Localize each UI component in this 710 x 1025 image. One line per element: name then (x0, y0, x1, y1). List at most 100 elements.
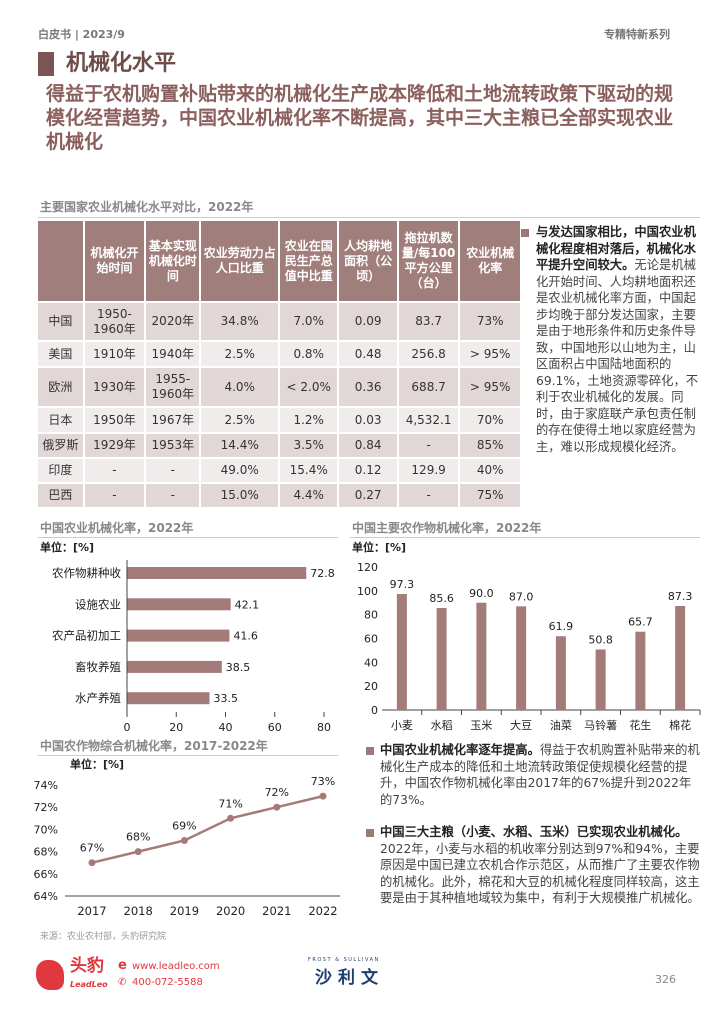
divider (350, 537, 700, 538)
table-cell: 1950-1960年 (84, 303, 145, 340)
table-cell: > 95% (460, 342, 520, 366)
x-tick-label: 2017 (77, 904, 106, 918)
table-cell: 70% (460, 408, 520, 432)
table-cell: 俄罗斯 (38, 434, 83, 457)
leopard-logo-icon (36, 960, 64, 990)
table-cell: 15.0% (201, 484, 278, 507)
table-cell: 14.4% (201, 434, 278, 457)
chart2-unit: 单位：[%] (352, 541, 407, 554)
side-note-text: 无论是机械化开始时间、人均耕地面积还是农业机械化率方面，中国起步均晚于部分发达国… (536, 258, 699, 454)
category-label: 油菜 (550, 718, 572, 732)
partner-logo-cn: 沙利文 (315, 968, 384, 988)
table-row: 巴西 - -15.0% 4.4% 0.27-75% (38, 484, 520, 507)
category-label: 水稻 (431, 719, 453, 732)
table-row: 中国 1950-1960年 2020年 34.8% 7.0% 0.09 83.7 73% (38, 303, 520, 340)
tick-label: 66% (34, 868, 58, 881)
x-tick-label: 2018 (124, 904, 153, 918)
table-cell: 欧洲 (38, 368, 83, 406)
tick-label: 100 (357, 585, 378, 598)
table-cell: 2020年 (146, 303, 200, 340)
data-label: 42.1 (235, 598, 260, 611)
category-label: 水产养殖 (75, 691, 121, 705)
data-label: 71% (218, 797, 242, 810)
tick-label: 20 (364, 680, 378, 693)
table-header-cell: 农业劳动力占人口比重 (201, 221, 278, 301)
category-label: 农作物耕种收 (52, 566, 121, 580)
table-cell: 0.48 (339, 342, 397, 366)
x-tick-label: 2021 (262, 904, 291, 918)
side-note-bold: 与发达国家相比，中国农业机械化程度相对落后，机械化水平提升空间较大。 (536, 225, 696, 272)
tick-label: 0 (124, 721, 131, 734)
table-cell: 1950年 (84, 408, 145, 432)
category-label: 花生 (629, 718, 651, 732)
chart3-title: 中国农作物综合机械化率，2017-2022年 (40, 739, 268, 753)
bar (635, 631, 646, 710)
table-header-cell: 农业机械化率 (460, 221, 520, 301)
table-cell: - (398, 434, 459, 457)
bar (436, 607, 447, 710)
table-cell: 49.0% (201, 459, 278, 482)
table-cell: 256.8 (398, 342, 459, 366)
tick-label: 80 (317, 721, 331, 734)
table-row: 印度 - -49.0% 15.4% 0.12 129.9 40% (38, 459, 520, 482)
table-row: 俄罗斯 1929年 1953年 14.4% 3.5% 0.84-85% (38, 434, 520, 457)
table-row: 欧洲 1930年 1955-1960年 4.0% < 2.0% 0.36 688.7 > 95… (38, 368, 520, 406)
bar (555, 636, 566, 710)
table-row: 日本 1950年 1967年 2.5% 1.2% 0.03 4,532.1 70% (38, 408, 520, 432)
table-header-cell: 农业在国民生产总值中比重 (279, 221, 338, 301)
table-cell: 1967年 (146, 408, 200, 432)
table-cell: 4,532.1 (398, 408, 459, 432)
note-1-bold: 中国农业机械化率逐年提高。 (380, 743, 540, 757)
header-left: 白皮书 | 2023/9 (38, 28, 125, 41)
note-2-text: 2022年，小麦与水稻的机收率分别达到97%和94%，主要原因是中国已建立农机合… (380, 841, 700, 906)
data-label: 33.5 (213, 692, 238, 705)
table-cell: 1953年 (146, 434, 200, 457)
table-cell: 2.5% (201, 408, 278, 432)
table-cell: 1930年 (84, 368, 145, 406)
tick-label: 70% (34, 823, 58, 836)
chart2-title: 中国主要农作物机械化率，2022年 (352, 521, 542, 535)
tick-label: 74% (34, 779, 58, 792)
table-cell: - (146, 459, 200, 482)
table-cell: 0.36 (339, 368, 397, 406)
table-cell: 0.27 (339, 484, 397, 507)
source-note: 来源：农业农村部，头豹研究院 (40, 932, 167, 942)
table-cell: 中国 (38, 303, 83, 340)
bar (675, 605, 686, 710)
table-cell: 1940年 (146, 342, 200, 366)
tick-label: 80 (364, 609, 378, 622)
category-label: 设施农业 (75, 597, 121, 611)
table-cell: 巴西 (38, 484, 83, 507)
table-cell: 1955-1960年 (146, 368, 200, 406)
website-link[interactable]: www.leadleo.com (132, 961, 220, 972)
tick-label: 20 (169, 721, 183, 734)
side-note: 与发达国家相比，中国农业机械化程度相对落后，机械化水平提升空间较大。无论是机械化… (536, 224, 700, 455)
web-icon: e (118, 958, 127, 973)
data-label: 67% (80, 842, 104, 855)
data-label: 73% (311, 775, 335, 788)
table-cell: 85% (460, 434, 520, 457)
table-cell: 73% (460, 303, 520, 340)
page-subtitle: 得益于农机购置补贴带来的机械化生产成本降低和土地流转政策下驱动的规模化经营趋势，… (46, 83, 674, 153)
table-cell: 日本 (38, 408, 83, 432)
table-cell: - (398, 484, 459, 507)
table-cell: 129.9 (398, 459, 459, 482)
table-cell: - (84, 484, 145, 507)
data-label: 69% (172, 820, 196, 833)
header-right: 专精特新系列 (604, 28, 670, 41)
divider (38, 755, 338, 756)
table-cell: - (84, 459, 145, 482)
data-point (227, 814, 235, 822)
table-cell: 75% (460, 484, 520, 507)
x-tick-label: 2020 (216, 904, 245, 918)
bullet-icon (521, 229, 529, 237)
table-cell: 688.7 (398, 368, 459, 406)
data-label: 90.0 (469, 587, 494, 600)
category-label: 农产品初加工 (52, 629, 121, 643)
table-cell: 40% (460, 459, 520, 482)
data-point (273, 803, 281, 811)
series-line (91, 794, 324, 864)
data-point (319, 792, 327, 800)
data-point (134, 848, 142, 856)
table-row: 美国 1910年 1940年 2.5% 0.8% 0.48 256.8 > 95% (38, 342, 520, 366)
